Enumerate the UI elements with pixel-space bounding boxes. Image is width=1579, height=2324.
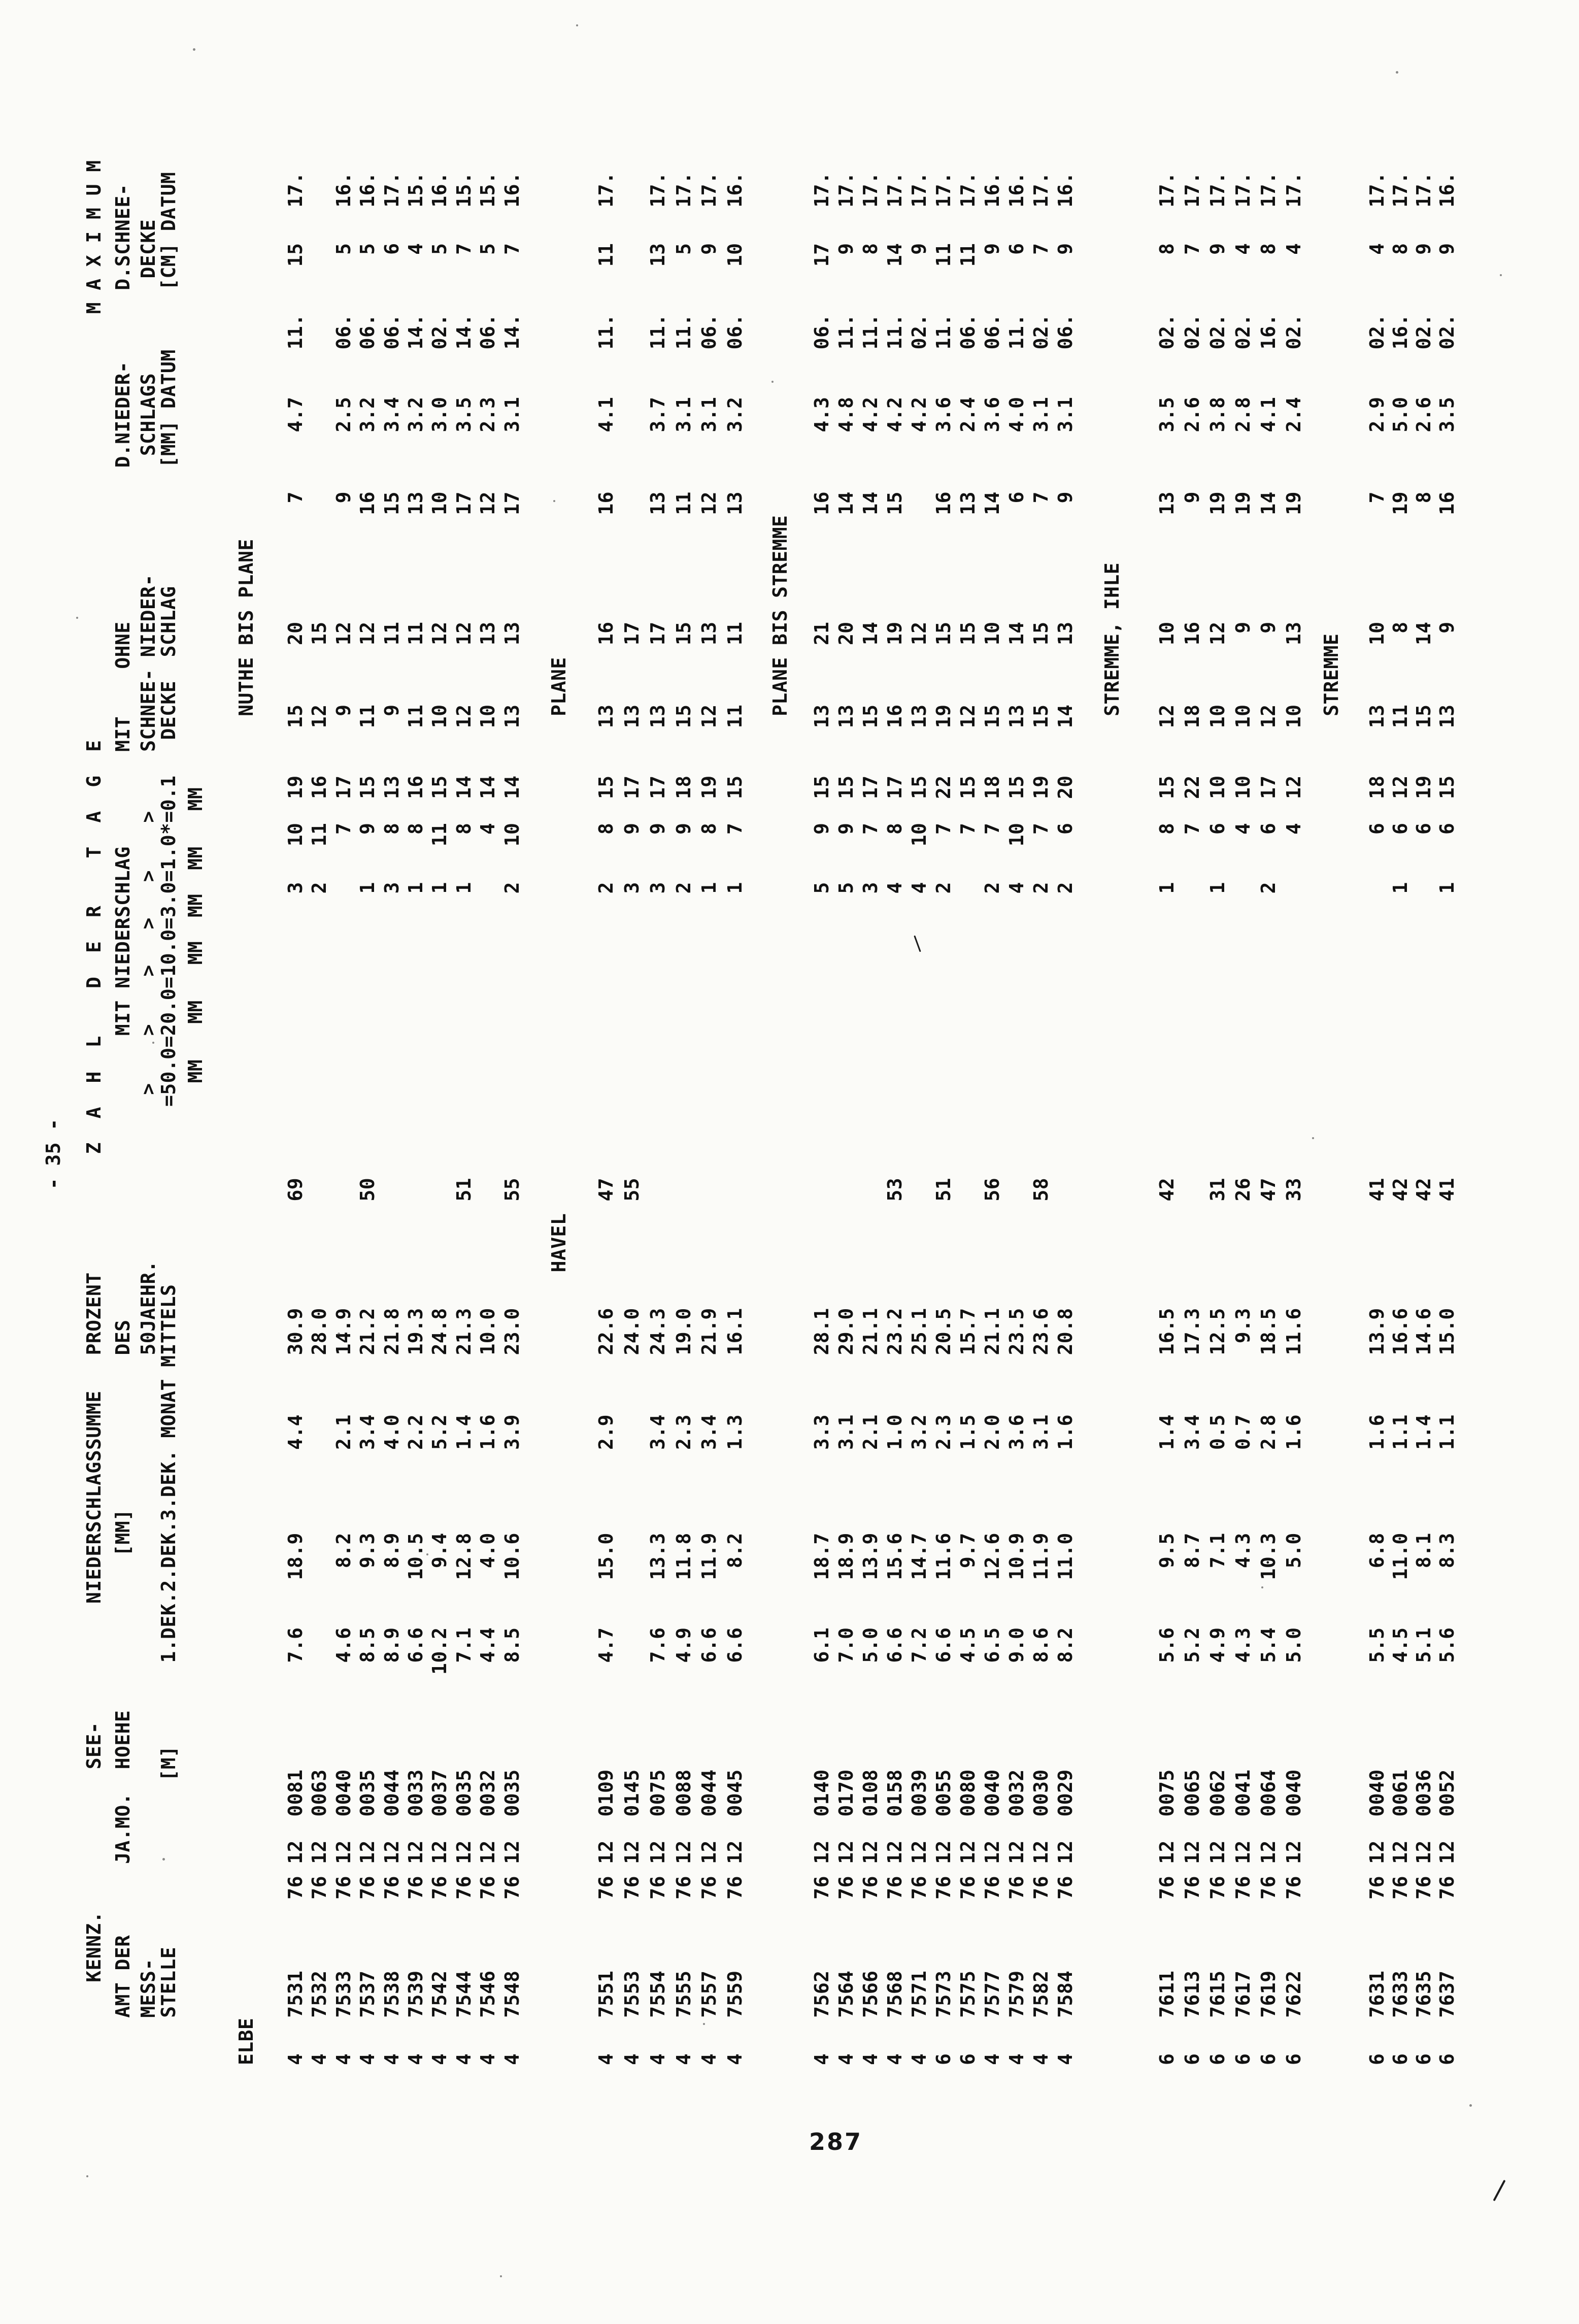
group-label-line-2: PLANE BIS STREMME — [769, 515, 791, 2065]
station-row-7566: 4 7566 76 12 0108 5.0 13.9 2.1 21.1 3 7 … — [859, 172, 882, 2065]
station-row-7542: 4 7542 76 12 0037 10.2 9.4 5.2 24.8 1 11… — [428, 172, 451, 2065]
station-row-7533: 4 7533 76 12 0040 4.6 8.2 2.1 14.9 7 17 … — [332, 172, 355, 2065]
station-row-7568: 4 7568 76 12 0158 6.6 15.6 1.0 23.2 53 4… — [884, 172, 906, 2065]
station-row-7553: 4 7553 76 12 0145 24.0 55 3 9 17 13 17 — [621, 621, 643, 2065]
paper-speck — [500, 2275, 502, 2277]
header-line-4: STELLE [M] 1.DEK.2.DEK.3.DEK. MONAT MITT… — [157, 172, 180, 2065]
group-label-line-3: STREMME, IHLE — [1101, 562, 1123, 2065]
station-row-7544: 4 7544 76 12 0035 7.1 12.8 1.4 21.3 51 1… — [453, 172, 475, 2065]
header-line-1: KENNZ. SEE- NIEDERSCHLAGSSUMME PROZENT Z… — [83, 160, 105, 2065]
paper-speck — [1469, 2104, 1472, 2107]
station-row-7635: 6 7635 76 12 0036 5.1 8.1 1.4 14.6 42 6 … — [1413, 172, 1435, 2065]
station-row-7548: 4 7548 76 12 0035 8.5 10.6 3.9 23.0 55 2… — [501, 172, 523, 2065]
station-row-7582: 4 7582 76 12 0030 8.6 11.9 3.1 23.6 58 2… — [1030, 172, 1052, 2065]
paper-speck — [76, 617, 78, 619]
station-row-7546: 4 7546 76 12 0032 4.4 4.0 1.6 10.0 4 14 … — [477, 172, 499, 2065]
paper-speck — [167, 437, 170, 439]
station-row-7577: 4 7577 76 12 0040 6.5 12.6 2.0 21.1 56 2… — [981, 172, 1003, 2065]
station-row-7539: 4 7539 76 12 0033 6.6 10.5 2.2 19.3 1 8 … — [405, 172, 427, 2065]
station-row-7538: 4 7538 76 12 0044 8.9 8.9 4.0 21.8 3 8 1… — [381, 172, 403, 2065]
header-line-2: AMT DER JA.MO. HOEHE [MM] DES MIT NIEDER… — [112, 184, 134, 2065]
paper-speck — [1261, 1586, 1263, 1588]
station-row-7573: 6 7573 76 12 0055 6.6 11.6 2.3 20.5 51 2… — [932, 172, 955, 2065]
paper-speck — [1046, 338, 1048, 340]
station-row-7555: 4 7555 76 12 0088 4.9 11.8 2.3 19.0 2 9 … — [673, 172, 695, 2065]
station-row-7571: 4 7571 76 12 0039 7.2 14.7 3.2 25.1 4 10… — [908, 172, 930, 2065]
header-line-5: MM MM MM MM MM MM — [184, 787, 207, 2065]
station-row-7564: 4 7564 76 12 0170 7.0 18.9 3.1 29.0 5 9 … — [835, 172, 857, 2065]
station-row-7537: 4 7537 76 12 0035 8.5 9.3 3.4 21.2 50 1 … — [356, 172, 379, 2065]
station-row-7611: 6 7611 76 12 0075 5.6 9.5 1.4 16.5 42 1 … — [1156, 172, 1178, 2065]
paper-speck — [1211, 778, 1213, 780]
station-row-7617: 6 7617 76 12 0041 4.3 4.3 0.7 9.3 26 4 1… — [1232, 172, 1254, 2065]
station-row-7554: 4 7554 76 12 0075 7.6 13.3 3.4 24.3 3 9 … — [647, 172, 669, 2065]
station-row-7557: 4 7557 76 12 0044 6.6 11.9 3.4 21.9 1 8 … — [698, 172, 720, 2065]
group-label-line-1: HAVEL PLANE — [548, 657, 570, 2065]
paper-speck — [1500, 274, 1502, 276]
paper-speck — [1396, 71, 1398, 74]
station-row-7562: 4 7562 76 12 0140 6.1 18.7 3.3 28.1 5 9 … — [811, 172, 833, 2065]
group-label-line-4: STREMME — [1320, 633, 1342, 2065]
station-row-7619: 6 7619 76 12 0064 5.4 10.3 2.8 18.5 47 2… — [1257, 172, 1280, 2065]
station-row-7575: 6 7575 76 12 0080 4.5 9.7 1.5 15.7 7 15 … — [957, 172, 979, 2065]
paper-speck — [86, 2175, 88, 2177]
station-row-7559: 4 7559 76 12 0045 6.6 8.2 1.3 16.1 1 7 1… — [724, 172, 746, 2065]
paper-speck — [338, 1333, 340, 1335]
paper-speck — [553, 500, 555, 502]
paper-speck — [162, 1858, 165, 1861]
paper-speck — [771, 381, 774, 383]
paper-speck — [703, 2023, 705, 2025]
station-row-7532: 4 7532 76 12 0063 28.0 2 11 16 12 15 — [308, 621, 330, 2065]
station-row-7631: 6 7631 76 12 0040 5.5 6.8 1.6 13.9 41 6 … — [1366, 172, 1388, 2065]
station-row-7633: 6 7633 76 12 0061 4.5 11.0 1.1 16.6 42 1… — [1389, 172, 1412, 2065]
paper-speck — [1312, 1137, 1314, 1139]
header-line-0: - 35 - — [42, 1118, 64, 2065]
page-number-stamp: 287 — [809, 2128, 863, 2155]
station-row-7637: 6 7637 76 12 0052 5.6 8.3 1.1 15.0 41 1 … — [1436, 172, 1458, 2065]
paper-speck — [426, 1553, 428, 1555]
station-row-7615: 6 7615 76 12 0062 4.9 7.1 0.5 12.5 31 1 … — [1206, 172, 1229, 2065]
station-row-7551: 4 7551 76 12 0109 4.7 15.0 2.9 22.6 47 2… — [595, 172, 617, 2065]
station-row-7531: 4 7531 76 12 0081 7.6 18.9 4.4 30.9 69 3… — [284, 172, 307, 2065]
paper-speck — [152, 1042, 154, 1044]
paper-speck — [576, 24, 578, 26]
paper-speck — [193, 48, 195, 51]
station-row-7622: 6 7622 76 12 0040 5.0 5.0 1.6 11.6 33 4 … — [1283, 172, 1305, 2065]
group-label-line-0: ELBE NUTHE BIS PLANE — [235, 539, 257, 2065]
station-row-7613: 6 7613 76 12 0065 5.2 8.7 3.4 17.3 7 22 … — [1181, 172, 1203, 2065]
station-row-7579: 4 7579 76 12 0032 9.0 10.9 3.6 23.5 4 10… — [1005, 172, 1028, 2065]
station-row-7584: 4 7584 76 12 0029 8.2 11.0 1.6 20.8 2 6 … — [1054, 172, 1077, 2065]
